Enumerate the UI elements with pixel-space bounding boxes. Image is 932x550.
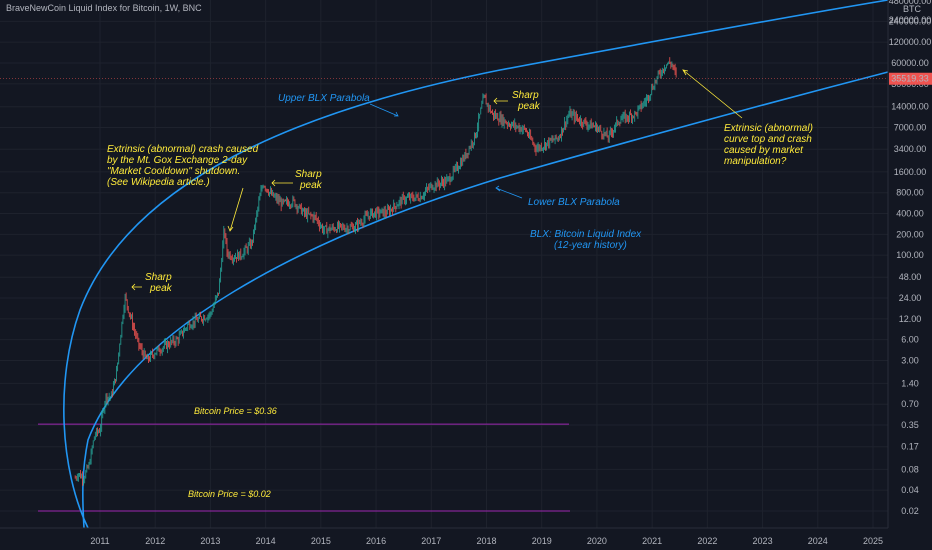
mtgox-note-line3: "Market Cooldown" shutdown. xyxy=(107,166,240,177)
price-tick-label: 1.40 xyxy=(901,378,919,388)
curve-top-note-line1: Extrinsic (abnormal) xyxy=(724,123,813,134)
sharp-peak-1-line1: Sharp xyxy=(145,272,172,283)
blx-label-line1: BLX: Bitcoin Liquid Index xyxy=(530,229,642,240)
price-tick-label: 14000.00 xyxy=(891,102,929,112)
mtgox-note-line2: by the Mt. Gox Exchange 2-day xyxy=(107,155,248,166)
chart-title: BraveNewCoin Liquid Index for Bitcoin, 1… xyxy=(6,3,202,13)
arrow-lower-parabola xyxy=(495,185,523,199)
time-tick-label: 2022 xyxy=(697,536,717,546)
price-tick-label: 200.00 xyxy=(896,229,924,239)
price-tick-label: 120000.00 xyxy=(889,37,932,47)
time-tick-label: 2017 xyxy=(421,536,441,546)
lower-parabola-label: Lower BLX Parabola xyxy=(528,197,620,208)
time-tick-label: 2015 xyxy=(311,536,331,546)
time-tick-label: 2018 xyxy=(476,536,496,546)
arrow-mtgox xyxy=(227,187,244,232)
sharp-peak-3-line1: Sharp xyxy=(512,90,539,101)
current-price-label: 35519.33 xyxy=(891,74,929,84)
time-tick-label: 2013 xyxy=(200,536,220,546)
time-tick-label: 2020 xyxy=(587,536,607,546)
price-tick-label: 0.04 xyxy=(901,485,919,495)
time-tick-label: 2021 xyxy=(642,536,662,546)
price-tick-label: 48.00 xyxy=(899,272,922,282)
price-tick-label: 24.00 xyxy=(899,293,922,303)
price-tick-label: 60000.00 xyxy=(891,58,929,68)
sharp-peak-2-line1: Sharp xyxy=(295,169,322,180)
price-series xyxy=(74,57,677,486)
price-tick-label: 800.00 xyxy=(896,188,924,198)
arrow-peak-2 xyxy=(271,179,293,187)
arrow-curve-top xyxy=(682,69,743,119)
mtgox-note-line1: Extrinsic (abnormal) crash caused xyxy=(107,144,259,155)
time-axis-ticks[interactable]: 2011 2012 2013 2014 2015 2016 2017 2018 2019 2020… xyxy=(90,536,883,546)
mtgox-note-line4: (See Wikipedia article.) xyxy=(107,177,210,188)
sharp-peak-1-line2: peak xyxy=(149,283,173,294)
lower-blx-parabola xyxy=(82,71,889,529)
current-price-badge: 35519.33 xyxy=(889,72,932,85)
price-tick-label: 0.35 xyxy=(901,420,919,430)
time-tick-label: 2025 xyxy=(863,536,883,546)
time-tick-label: 2023 xyxy=(753,536,773,546)
price-tick-label: 240000.00 xyxy=(889,15,932,25)
curve-top-note-line3: caused by market xyxy=(724,145,804,156)
price-levels xyxy=(38,423,570,512)
price-tick-label: 0.02 xyxy=(901,506,919,516)
arrow-upper-parabola xyxy=(369,103,399,117)
time-tick-label: 2024 xyxy=(808,536,828,546)
parabolas xyxy=(63,0,889,529)
price-tick-label: 1600.00 xyxy=(894,167,927,177)
time-tick-label: 2014 xyxy=(256,536,276,546)
price-tick-label: 7000.00 xyxy=(894,123,927,133)
price-tick-label: 0.70 xyxy=(901,399,919,409)
price-axis[interactable]: BTC xyxy=(887,0,922,528)
sharp-peak-2-line2: peak xyxy=(299,180,323,191)
curve-top-note-line2: curve top and crash xyxy=(724,134,812,145)
upper-parabola-label: Upper BLX Parabola xyxy=(278,93,370,104)
price-tick-label: 0.08 xyxy=(901,464,919,474)
price-tick-label: 12.00 xyxy=(899,314,922,324)
sharp-peak-3-line2: peak xyxy=(517,101,541,112)
arrow-peak-1 xyxy=(131,283,142,291)
arrow-peak-3 xyxy=(493,97,508,105)
upper-blx-parabola xyxy=(63,0,889,529)
price-tick-label: 100.00 xyxy=(896,250,924,260)
time-tick-label: 2011 xyxy=(90,536,109,546)
price-tick-label: 6.00 xyxy=(901,335,919,345)
time-tick-label: 2019 xyxy=(532,536,552,546)
price-tick-label: 3.00 xyxy=(901,355,919,365)
curve-top-note-line4: manipulation? xyxy=(724,156,787,167)
price-tick-label: 400.00 xyxy=(896,209,924,219)
currency-label: BTC xyxy=(903,4,922,14)
price-tick-label: 240000.00 xyxy=(889,16,932,26)
price-axis-ticks: 240000.00120000.0060000.0030000.0014000.… xyxy=(889,0,932,516)
level-002-label: Bitcoin Price = $0.02 xyxy=(188,489,271,499)
grid xyxy=(0,0,888,528)
price-tick-label: 480000.00 xyxy=(889,0,932,6)
blx-label-line2: (12-year history) xyxy=(554,240,627,251)
price-tick-label: 0.17 xyxy=(901,442,919,452)
price-tick-label: 3400.00 xyxy=(894,144,927,154)
level-036-label: Bitcoin Price = $0.36 xyxy=(194,406,277,416)
time-tick-label: 2012 xyxy=(145,536,165,546)
annotations: Upper BLX Parabola Lower BLX Parabola BL… xyxy=(107,69,813,499)
time-tick-label: 2016 xyxy=(366,536,386,546)
